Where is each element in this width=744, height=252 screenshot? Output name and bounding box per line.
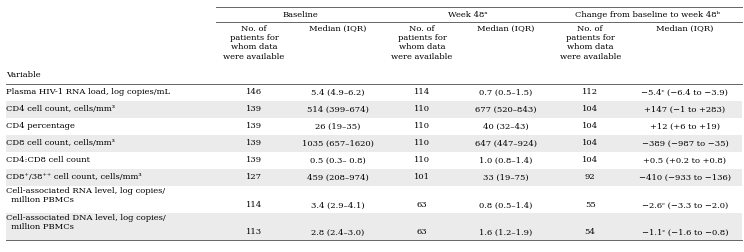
Bar (6, 213, 742, 240)
Bar (6, 169, 742, 186)
Text: No. of
patients for
whom data
were available: No. of patients for whom data were avail… (559, 25, 620, 60)
Text: 104: 104 (582, 122, 598, 131)
Text: 104: 104 (582, 106, 598, 113)
Text: 1.0 (0.8–1.4): 1.0 (0.8–1.4) (479, 156, 533, 165)
Text: CD8⁺/38⁺⁺ cell count, cells/mm³: CD8⁺/38⁺⁺ cell count, cells/mm³ (6, 173, 141, 181)
Text: 139: 139 (246, 140, 262, 147)
Text: 63: 63 (417, 201, 427, 209)
Text: 514 (399–674): 514 (399–674) (307, 106, 369, 113)
Text: 2.8 (2.4–3.0): 2.8 (2.4–3.0) (312, 229, 365, 236)
Text: 3.4 (2.9–4.1): 3.4 (2.9–4.1) (311, 201, 365, 209)
Text: Median (IQR): Median (IQR) (478, 25, 535, 33)
Text: Plasma HIV-1 RNA load, log copies/mL: Plasma HIV-1 RNA load, log copies/mL (6, 88, 170, 97)
Text: 33 (19–75): 33 (19–75) (484, 173, 529, 181)
Text: +147 (−1 to +283): +147 (−1 to +283) (644, 106, 725, 113)
Text: 139: 139 (246, 106, 262, 113)
Text: 104: 104 (582, 140, 598, 147)
Text: −2.6ᶜ (−3.3 to −2.0): −2.6ᶜ (−3.3 to −2.0) (642, 201, 728, 209)
Text: CD4 percentage: CD4 percentage (6, 122, 75, 131)
Text: No. of
patients for
whom data
were available: No. of patients for whom data were avail… (223, 25, 285, 60)
Text: 26 (19–35): 26 (19–35) (315, 122, 361, 131)
Text: 110: 110 (414, 122, 430, 131)
Bar (6, 135, 742, 152)
Text: 459 (208–974): 459 (208–974) (307, 173, 369, 181)
Text: 139: 139 (246, 122, 262, 131)
Text: 63: 63 (417, 229, 427, 236)
Text: Change from baseline to week 48ᵇ: Change from baseline to week 48ᵇ (574, 11, 719, 19)
Text: Median (IQR): Median (IQR) (310, 25, 367, 33)
Text: 146: 146 (246, 88, 262, 97)
Text: Baseline: Baseline (282, 11, 318, 19)
Text: 104: 104 (582, 156, 598, 165)
Text: 110: 110 (414, 156, 430, 165)
Bar (6, 101, 742, 118)
Text: No. of
patients for
whom data
were available: No. of patients for whom data were avail… (391, 25, 452, 60)
Text: 112: 112 (582, 88, 598, 97)
Text: 677 (520–843): 677 (520–843) (475, 106, 537, 113)
Text: +0.5 (+0.2 to +0.8): +0.5 (+0.2 to +0.8) (644, 156, 726, 165)
Text: 1035 (657–1620): 1035 (657–1620) (302, 140, 374, 147)
Text: 127: 127 (246, 173, 262, 181)
Text: 110: 110 (414, 140, 430, 147)
Text: 0.8 (0.5–1.4): 0.8 (0.5–1.4) (479, 201, 533, 209)
Text: 101: 101 (414, 173, 430, 181)
Text: +12 (+6 to +19): +12 (+6 to +19) (650, 122, 720, 131)
Text: 40 (32–43): 40 (32–43) (484, 122, 529, 131)
Text: 647 (447–924): 647 (447–924) (475, 140, 537, 147)
Text: 139: 139 (246, 156, 262, 165)
Text: 92: 92 (585, 173, 595, 181)
Text: Variable: Variable (6, 71, 41, 79)
Text: 110: 110 (414, 106, 430, 113)
Text: CD4 cell count, cells/mm³: CD4 cell count, cells/mm³ (6, 106, 115, 113)
Text: −410 (−933 to −136): −410 (−933 to −136) (639, 173, 731, 181)
Text: 0.7 (0.5–1.5): 0.7 (0.5–1.5) (479, 88, 533, 97)
Text: −5.4ᶜ (−6.4 to −3.9): −5.4ᶜ (−6.4 to −3.9) (641, 88, 728, 97)
Text: 55: 55 (585, 201, 595, 209)
Text: CD8 cell count, cells/mm³: CD8 cell count, cells/mm³ (6, 140, 115, 147)
Text: 1.6 (1.2–1.9): 1.6 (1.2–1.9) (479, 229, 533, 236)
Text: Cell-associated DNA level, log copies/
  million PBMCs: Cell-associated DNA level, log copies/ m… (6, 214, 166, 231)
Text: 0.5 (0.3– 0.8): 0.5 (0.3– 0.8) (310, 156, 366, 165)
Text: 114: 114 (246, 201, 262, 209)
Text: CD4:CD8 cell count: CD4:CD8 cell count (6, 156, 90, 165)
Text: Week 48ᵃ: Week 48ᵃ (449, 11, 488, 19)
Text: 5.4 (4.9–6.2): 5.4 (4.9–6.2) (311, 88, 365, 97)
Text: −1.1ᶜ (−1.6 to −0.8): −1.1ᶜ (−1.6 to −0.8) (641, 229, 728, 236)
Text: 114: 114 (414, 88, 430, 97)
Text: 113: 113 (246, 229, 262, 236)
Text: Cell-associated RNA level, log copies/
  million PBMCs: Cell-associated RNA level, log copies/ m… (6, 187, 165, 204)
Text: −389 (−987 to −35): −389 (−987 to −35) (641, 140, 728, 147)
Text: 54: 54 (585, 229, 596, 236)
Text: Median (IQR): Median (IQR) (656, 25, 713, 33)
